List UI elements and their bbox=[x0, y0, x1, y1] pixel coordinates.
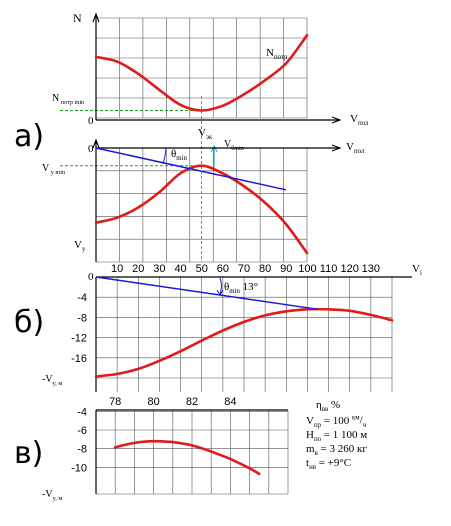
panel-c-x-tick-label: 80 bbox=[147, 396, 159, 408]
panel-a-top-x-arrow bbox=[331, 116, 342, 124]
panel-b-x-label: Vi bbox=[412, 263, 422, 277]
panel-c-y-tick-label: -4 bbox=[77, 406, 87, 418]
panel-a-theta-label: θmin bbox=[171, 148, 187, 162]
panel-c-vy-curve bbox=[113, 439, 261, 476]
panel-label-b: б) bbox=[14, 305, 44, 340]
panel-a-top-x-label: Vпол bbox=[350, 113, 369, 127]
panel-b-x-tick-label: 80 bbox=[259, 263, 271, 275]
panel-a-bottom-vymin-label: V y min bbox=[42, 163, 65, 176]
panel-b-zero-label: 0 bbox=[88, 271, 94, 283]
panel-b-y-tick-label: -12 bbox=[71, 333, 87, 345]
panel-b-x-tick-label: 110 bbox=[320, 263, 338, 275]
panel-a-top-nmin-label: N потр min bbox=[52, 93, 84, 106]
panel-c-param-V: Vпр = 100 км/ч bbox=[306, 415, 367, 429]
panel-c-param-t: tнв = +9°С bbox=[306, 457, 351, 471]
curves-layer bbox=[94, 34, 394, 476]
panel-a-bottom-zero-label: 0 bbox=[88, 143, 94, 155]
panel-b-theta-label: θmin 13° bbox=[224, 281, 258, 295]
panel-a-bottom-vy-curve bbox=[94, 164, 309, 255]
panel-a-bottom-y-label: Vy bbox=[74, 239, 86, 253]
reference-lines bbox=[60, 96, 218, 262]
panel-c-x-label: ηвв % bbox=[316, 399, 340, 413]
panel-b-x-tick-label: 100 bbox=[298, 263, 316, 275]
panel-b-x-tick-label: 120 bbox=[341, 263, 359, 275]
panel-b-theta-arc bbox=[219, 277, 222, 295]
panel-b-x-tick-label: 70 bbox=[238, 263, 250, 275]
panel-a-top-zero-label: 0 bbox=[88, 115, 94, 127]
panel-b-x-tick-label: 40 bbox=[174, 263, 186, 275]
panel-c-param-H: Hпо = 1 100 м bbox=[306, 429, 367, 443]
panel-a-vek-label: Vэк bbox=[198, 127, 213, 141]
panel-b-y-tick-label: -8 bbox=[77, 312, 87, 324]
panel-b-vy-curve bbox=[94, 307, 394, 378]
panel-a-theta-arc bbox=[162, 147, 167, 165]
panel-c-x-tick-label: 84 bbox=[224, 396, 236, 408]
panel-label-a: а) bbox=[14, 119, 44, 154]
panel-c-param-m: mв = 3 260 кг bbox=[306, 443, 367, 457]
panel-c-x-tick-label: 82 bbox=[186, 396, 198, 408]
panel-b-y-label: -Vy, м bbox=[42, 374, 62, 387]
panel-c-y-tick-label: -6 bbox=[77, 425, 87, 437]
axes-layer bbox=[92, 12, 412, 494]
panel-b-x-tick-label: 60 bbox=[217, 263, 229, 275]
panel-a-vthetamin-arrow bbox=[210, 144, 218, 153]
labels-layer: N 0 Vпол N потр min Nпотр 0 Vy Vпол V y min Vэк Vθ… bbox=[42, 11, 422, 502]
panel-b-x-tick-label: 50 bbox=[196, 263, 208, 275]
panel-a-bottom-x-arrow bbox=[331, 144, 342, 152]
panel-c-y-tick-label: -8 bbox=[77, 444, 87, 456]
panel-a-top-y-label: N bbox=[73, 11, 82, 25]
panel-a-top-npotr-curve bbox=[94, 34, 309, 112]
panel-a-bottom-y-arrow bbox=[92, 138, 100, 149]
panel-a-top-y-arrow bbox=[92, 12, 100, 23]
panel-b-y-tick-label: -16 bbox=[71, 353, 87, 365]
panel-a-bottom-x-label: Vпол bbox=[346, 141, 365, 155]
panel-b-x-tick-label: 130 bbox=[362, 263, 380, 275]
panel-b-tangent-line bbox=[95, 276, 319, 311]
panel-c-y-label: -Vy, м bbox=[42, 489, 62, 502]
panel-a-top-npotr-label: Nпотр bbox=[266, 47, 288, 61]
panel-b-x-tick-label: 10 bbox=[111, 263, 123, 275]
panel-b-theta-arrowhead bbox=[216, 289, 224, 296]
panel-b-x-tick-label: 90 bbox=[280, 263, 292, 275]
panel-c-x-tick-label: 78 bbox=[109, 396, 121, 408]
panel-a-bottom-tangent-line bbox=[95, 147, 287, 191]
panel-a-vthetamin-label: Vθmin bbox=[224, 139, 244, 152]
panel-b-y-tick-label: -4 bbox=[77, 292, 87, 304]
panel-b-x-tick-label: 30 bbox=[153, 263, 165, 275]
grid-layer bbox=[95, 17, 393, 495]
panel-c-y-tick-label: -10 bbox=[71, 462, 87, 474]
panel-label-c: в) bbox=[14, 436, 43, 471]
panel-b-x-tick-label: 20 bbox=[132, 263, 144, 275]
